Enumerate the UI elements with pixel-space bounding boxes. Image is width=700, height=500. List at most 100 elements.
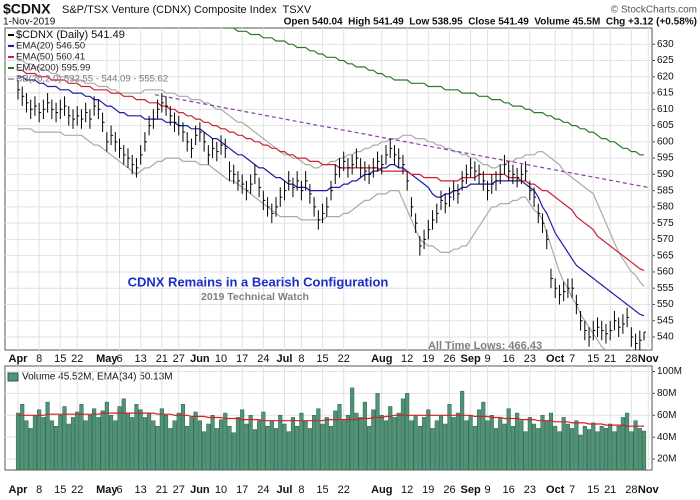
x-tick-label: 15 xyxy=(316,484,328,496)
x-tick-label: 24 xyxy=(257,353,269,365)
x-tick-label: 27 xyxy=(173,484,185,496)
volume-bar xyxy=(290,417,295,470)
x-tick-label: 22 xyxy=(71,353,83,365)
volume-bar xyxy=(223,412,228,470)
x-tick-label: 21 xyxy=(156,484,168,496)
volume-bar xyxy=(202,431,207,470)
volume-bar xyxy=(544,420,549,470)
x-tick-label: 15 xyxy=(316,353,328,365)
x-tick-label: 22 xyxy=(71,484,83,496)
volume-bar xyxy=(608,423,613,470)
x-tick-label: 10 xyxy=(215,353,227,365)
volume-bar xyxy=(485,420,490,470)
volume-bar xyxy=(565,423,570,470)
volume-bar xyxy=(328,425,334,470)
volume-legend: Volume 45.52M, EMA(34) 50.13M xyxy=(22,372,173,383)
volume-bar xyxy=(134,404,139,470)
volume-bar xyxy=(37,409,42,470)
volume-bar xyxy=(443,423,448,470)
x-tick-label: 6 xyxy=(116,484,122,496)
x-tick-label: Oct xyxy=(546,484,565,496)
volume-bar xyxy=(257,420,262,470)
volume-bar xyxy=(557,431,562,470)
volume-bar xyxy=(100,410,105,470)
volume-bar xyxy=(168,428,173,470)
volume-bar xyxy=(510,425,515,470)
volume-bar xyxy=(532,423,537,470)
volume-bar xyxy=(159,408,164,470)
volume-bar xyxy=(345,415,350,470)
quote: Open 540.04 High 541.49 Low 538.95 Close… xyxy=(284,17,697,28)
volume-bar xyxy=(286,431,291,470)
symbol: $CDNX xyxy=(3,1,51,17)
x-tick-label: 21 xyxy=(604,353,616,365)
volume-bar xyxy=(218,419,224,470)
volume-bar xyxy=(354,412,359,470)
volume-bar xyxy=(350,387,355,470)
volume-bar xyxy=(464,420,469,470)
y-tick-label: 550 xyxy=(657,299,674,310)
volume-bar xyxy=(379,415,384,470)
x-tick-label: 12 xyxy=(401,484,413,496)
volume-bar xyxy=(312,415,317,470)
x-tick-label: 27 xyxy=(173,353,185,365)
volume-bar xyxy=(481,401,486,470)
x-tick-label: Nov xyxy=(638,353,660,365)
y-tick-label: 590 xyxy=(657,169,674,180)
volume-bar xyxy=(409,420,414,470)
volume-bar xyxy=(32,415,37,470)
x-tick-label: Apr xyxy=(9,353,29,365)
x-tick-label: 17 xyxy=(236,353,248,365)
y-tick-label: 620 xyxy=(657,71,674,82)
volume-bar xyxy=(324,417,329,470)
legend-label: EMA(200) 595.99 xyxy=(16,63,90,74)
volume-bar xyxy=(570,428,575,470)
x-tick-label: 13 xyxy=(135,353,147,365)
x-tick-label: Jul xyxy=(277,484,293,496)
subtitle: S&P/TSX Venture (CDNX) Composite Index T… xyxy=(62,4,312,16)
volume-bar xyxy=(540,415,545,470)
volume-bar xyxy=(434,420,439,470)
volume-bar xyxy=(625,412,630,470)
volume-bar xyxy=(472,425,477,470)
volume-bar xyxy=(417,425,422,470)
volume-bar xyxy=(155,425,160,470)
x-tick-label: 16 xyxy=(503,353,515,365)
volume-bar xyxy=(333,410,338,470)
volume-bar xyxy=(515,412,520,470)
x-tick-label: 7 xyxy=(569,484,575,496)
volume-bar xyxy=(519,420,524,470)
volume-bar xyxy=(506,408,511,470)
volume-bar xyxy=(468,415,473,470)
volume-bar xyxy=(561,417,566,470)
volume-bar xyxy=(548,412,554,470)
volume-bar xyxy=(273,428,279,470)
volume-bar xyxy=(58,415,63,470)
x-tick-label: 15 xyxy=(54,353,66,365)
x-tick-label: 19 xyxy=(422,353,434,365)
volume-bar xyxy=(413,415,418,470)
volume-bar xyxy=(278,415,283,470)
volume-bar xyxy=(400,398,405,470)
y-tick-label: 565 xyxy=(657,250,674,261)
legend-label: BB(20,2.0) 532.55 - 544.09 - 555.62 xyxy=(16,74,168,85)
volume-bar xyxy=(269,420,274,470)
x-tick-label: Jul xyxy=(277,353,293,365)
volume-bar xyxy=(210,415,215,470)
x-tick-label: Jun xyxy=(190,353,210,365)
volume-bar xyxy=(252,429,257,470)
volume-bar xyxy=(341,420,346,470)
x-tick-label: 17 xyxy=(236,484,248,496)
volume-bar xyxy=(523,431,528,470)
volume-bar xyxy=(231,432,236,470)
volume-bar xyxy=(75,411,80,470)
volume-bar xyxy=(176,412,181,470)
volume-bar xyxy=(142,417,147,470)
volume-ema xyxy=(18,412,645,427)
date: 1-Nov-2019 xyxy=(3,17,56,28)
volume-bar xyxy=(489,415,494,470)
volume-bar xyxy=(62,406,67,470)
legend-label: EMA(50) 560.41 xyxy=(16,52,85,63)
volume-bar xyxy=(70,417,76,470)
volume-bar xyxy=(430,428,435,470)
